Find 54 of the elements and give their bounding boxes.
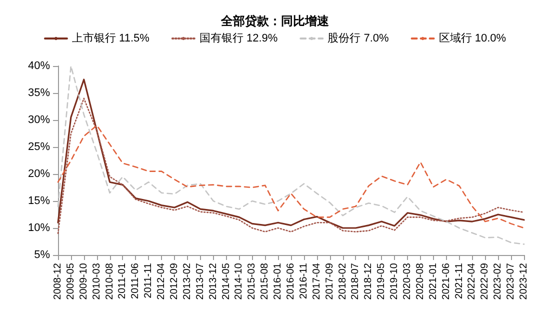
y-tick-label: 20% bbox=[28, 168, 50, 180]
x-tick-label: 2015-03 bbox=[246, 262, 258, 300]
x-tick-label: 2010-03 bbox=[91, 262, 102, 300]
y-tick-label: 25% bbox=[28, 141, 50, 153]
y-tick-label: 30% bbox=[28, 114, 50, 126]
x-tick-label: 2018-02 bbox=[337, 262, 348, 300]
x-tick-label: 2019-05 bbox=[376, 262, 388, 300]
x-tick-label: 2016-11 bbox=[298, 262, 310, 299]
x-tick-label: 2023-12 bbox=[518, 262, 530, 300]
line-series bbox=[57, 98, 525, 234]
x-tick-label: 2021-01 bbox=[428, 262, 439, 300]
y-tick-label: 35% bbox=[28, 87, 50, 99]
x-tick-label: 2023-07 bbox=[506, 262, 517, 300]
x-tick-label: 2013-02 bbox=[182, 262, 193, 300]
x-tick-label: 2016-01 bbox=[272, 262, 284, 300]
line-series bbox=[57, 65, 525, 245]
x-tick-label: 2010-08 bbox=[104, 262, 116, 300]
legend-label: 股份行 7.0% bbox=[328, 32, 389, 44]
x-tick-label: 2014-10 bbox=[234, 262, 245, 300]
x-tick-label: 2014-05 bbox=[220, 262, 232, 300]
x-tick-label: 2021-11 bbox=[454, 262, 465, 299]
x-tick-label: 2009-05 bbox=[65, 262, 76, 300]
x-tick-label: 2011-06 bbox=[130, 262, 142, 299]
x-tick-label: 2011-01 bbox=[117, 262, 128, 299]
x-tick-label: 2020-08 bbox=[414, 262, 426, 300]
line-series bbox=[57, 78, 525, 229]
y-tick-label: 5% bbox=[34, 249, 50, 261]
x-tick-label: 2011-11 bbox=[143, 262, 154, 298]
x-tick-label: 2018-12 bbox=[363, 262, 374, 300]
x-tick-label: 2013-12 bbox=[208, 262, 219, 300]
y-tick-label: 40% bbox=[28, 60, 50, 72]
x-tick-label: 2019-10 bbox=[389, 262, 400, 300]
legend-label: 区域行 10.0% bbox=[438, 32, 506, 44]
x-tick-label: 2022-04 bbox=[466, 262, 478, 300]
x-tick-label: 2021-06 bbox=[440, 262, 452, 300]
x-tick-label: 2013-07 bbox=[194, 262, 206, 300]
x-tick-label: 2012-09 bbox=[169, 262, 180, 300]
x-tick-label: 2018-07 bbox=[350, 262, 362, 300]
line-series bbox=[57, 124, 525, 229]
x-tick-label: 2020-03 bbox=[402, 262, 413, 300]
chart-title: 全部贷款：同比增速 bbox=[220, 14, 330, 28]
legend-label: 上市银行 11.5% bbox=[72, 32, 150, 44]
x-tick-label: 2015-08 bbox=[260, 262, 271, 300]
x-tick-label: 2012-04 bbox=[156, 262, 168, 300]
x-tick-label: 2008-12 bbox=[52, 262, 64, 300]
x-tick-label: 2022-09 bbox=[480, 262, 491, 300]
legend-label: 国有银行 12.9% bbox=[199, 32, 278, 44]
x-tick-label: 2017-04 bbox=[311, 262, 322, 300]
x-tick-label: 2016-06 bbox=[286, 262, 296, 300]
x-tick-label: 2009-10 bbox=[78, 262, 90, 300]
y-tick-label: 10% bbox=[28, 222, 50, 234]
x-tick-label: 2023-02 bbox=[492, 262, 504, 300]
x-tick-label: 2017-09 bbox=[324, 262, 336, 300]
y-tick-label: 15% bbox=[28, 195, 50, 207]
